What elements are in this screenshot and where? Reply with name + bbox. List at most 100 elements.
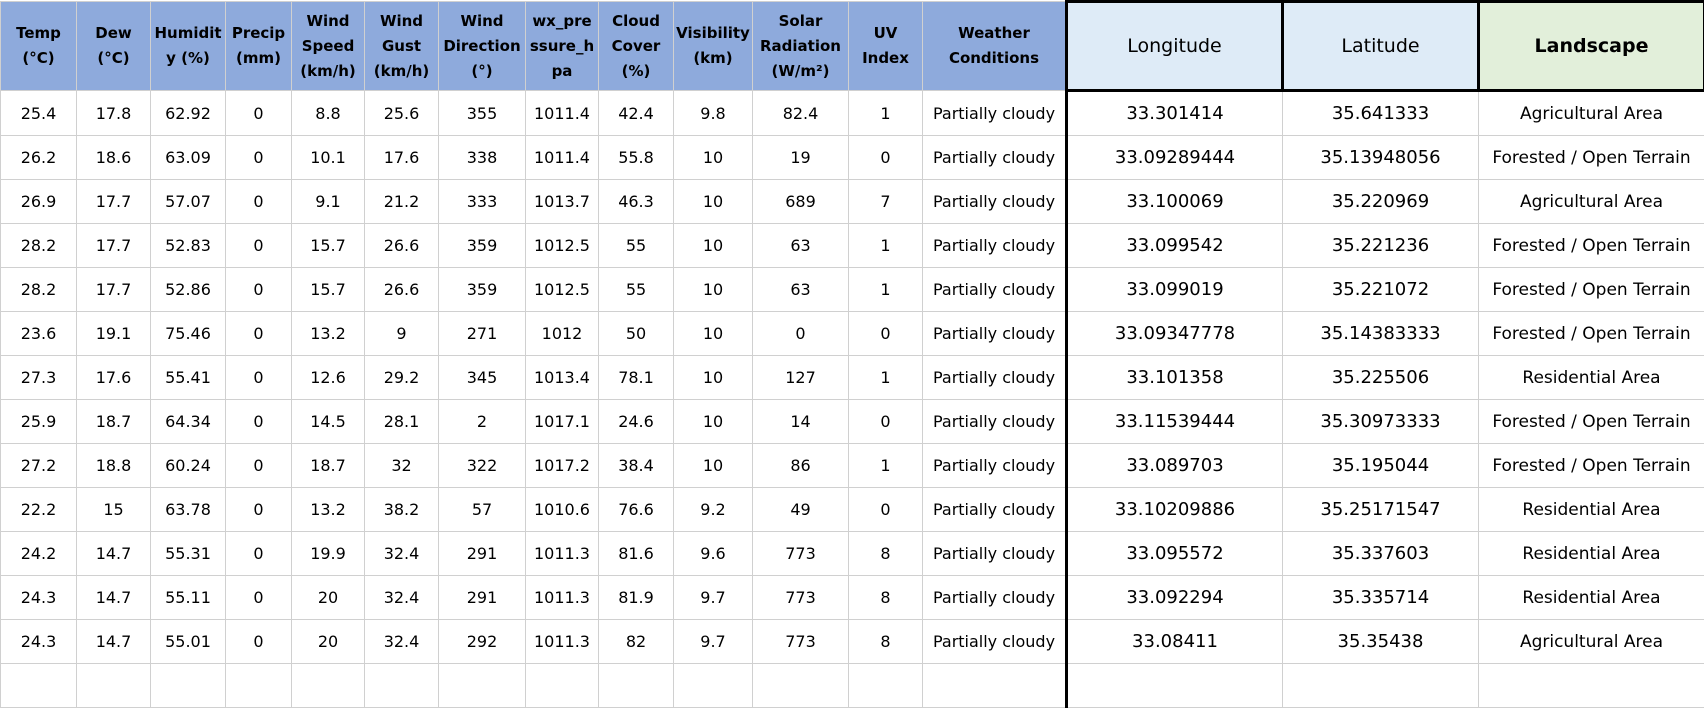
empty-cell (1067, 664, 1283, 708)
table-cell: 46.3 (599, 180, 674, 224)
table-cell: 57.07 (151, 180, 226, 224)
empty-cell (439, 664, 526, 708)
table-cell: 0 (226, 356, 292, 400)
table-cell: Agricultural Area (1479, 180, 1704, 224)
table-cell: 1012 (526, 312, 599, 356)
table-cell: 35.30973333 (1283, 400, 1479, 444)
table-cell: 33.08411 (1067, 620, 1283, 664)
column-header: Dew (°C) (77, 2, 151, 91)
table-cell: 9.8 (674, 91, 753, 136)
table-cell: 42.4 (599, 91, 674, 136)
column-header: Latitude (1283, 2, 1479, 91)
column-header: wx_pressure_hpa (526, 2, 599, 91)
table-cell: 33.11539444 (1067, 400, 1283, 444)
table-cell: 55.41 (151, 356, 226, 400)
column-header: Wind Direction (°) (439, 2, 526, 91)
table-cell: 8 (849, 532, 923, 576)
table-cell: 1 (849, 444, 923, 488)
table-cell: 33.095572 (1067, 532, 1283, 576)
table-cell: 24.2 (1, 532, 77, 576)
header-row: Temp (°C)Dew (°C)Humidity (%)Precip (mm)… (1, 2, 1704, 91)
table-cell: 33.100069 (1067, 180, 1283, 224)
table-cell: 35.25171547 (1283, 488, 1479, 532)
table-cell: 18.6 (77, 136, 151, 180)
table-cell: 33.099019 (1067, 268, 1283, 312)
table-cell: 0 (226, 136, 292, 180)
table-cell: 81.9 (599, 576, 674, 620)
table-cell: 15 (77, 488, 151, 532)
column-header: Longitude (1067, 2, 1283, 91)
table-cell: 0 (226, 444, 292, 488)
table-cell: 52.86 (151, 268, 226, 312)
column-header: Solar Radiation (W/m²) (753, 2, 849, 91)
table-cell: 0 (226, 312, 292, 356)
column-header: Landscape (1479, 2, 1704, 91)
table-cell: 32.4 (365, 532, 439, 576)
table-cell: 8.8 (292, 91, 365, 136)
table-cell: 27.3 (1, 356, 77, 400)
table-cell: 291 (439, 532, 526, 576)
table-cell: 86 (753, 444, 849, 488)
table-cell: 9 (365, 312, 439, 356)
table-cell: 25.6 (365, 91, 439, 136)
table-cell: 10 (674, 224, 753, 268)
empty-cell (1283, 664, 1479, 708)
table-cell: Partially cloudy (923, 268, 1067, 312)
table-cell: 62.92 (151, 91, 226, 136)
table-cell: 63.78 (151, 488, 226, 532)
empty-cell (1479, 664, 1704, 708)
empty-cell (526, 664, 599, 708)
table-cell: 33.099542 (1067, 224, 1283, 268)
table-cell: 15.7 (292, 224, 365, 268)
table-cell: 17.6 (365, 136, 439, 180)
table-cell: 38.4 (599, 444, 674, 488)
table-cell: Partially cloudy (923, 576, 1067, 620)
table-cell: 33.09289444 (1067, 136, 1283, 180)
table-cell: 27.2 (1, 444, 77, 488)
table-cell: 26.6 (365, 224, 439, 268)
table-cell: 55.11 (151, 576, 226, 620)
table-cell: 50 (599, 312, 674, 356)
table-cell: 35.221072 (1283, 268, 1479, 312)
table-cell: 26.2 (1, 136, 77, 180)
table-cell: 55.01 (151, 620, 226, 664)
table-cell: 81.6 (599, 532, 674, 576)
table-cell: Partially cloudy (923, 532, 1067, 576)
table-cell: 1011.3 (526, 532, 599, 576)
table-cell: 14.7 (77, 576, 151, 620)
column-header: Weather Conditions (923, 2, 1067, 91)
column-header: Humidity (%) (151, 2, 226, 91)
table-cell: 291 (439, 576, 526, 620)
table-cell: 1 (849, 91, 923, 136)
table-cell: Partially cloudy (923, 356, 1067, 400)
table-cell: Forested / Open Terrain (1479, 268, 1704, 312)
table-cell: 18.7 (292, 444, 365, 488)
table-cell: 55.31 (151, 532, 226, 576)
table-cell: 14.7 (77, 532, 151, 576)
table-cell: 292 (439, 620, 526, 664)
table-cell: 10 (674, 356, 753, 400)
table-cell: Partially cloudy (923, 180, 1067, 224)
table-cell: 24.3 (1, 576, 77, 620)
table-cell: 0 (753, 312, 849, 356)
empty-cell (292, 664, 365, 708)
table-cell: 355 (439, 91, 526, 136)
table-cell: 57 (439, 488, 526, 532)
table-cell: 64.34 (151, 400, 226, 444)
table-cell: 19.9 (292, 532, 365, 576)
table-cell: 271 (439, 312, 526, 356)
table-cell: Forested / Open Terrain (1479, 400, 1704, 444)
table-cell: Residential Area (1479, 532, 1704, 576)
table-cell: 52.83 (151, 224, 226, 268)
table-cell: 35.195044 (1283, 444, 1479, 488)
table-cell: 333 (439, 180, 526, 224)
table-cell: 21.2 (365, 180, 439, 224)
